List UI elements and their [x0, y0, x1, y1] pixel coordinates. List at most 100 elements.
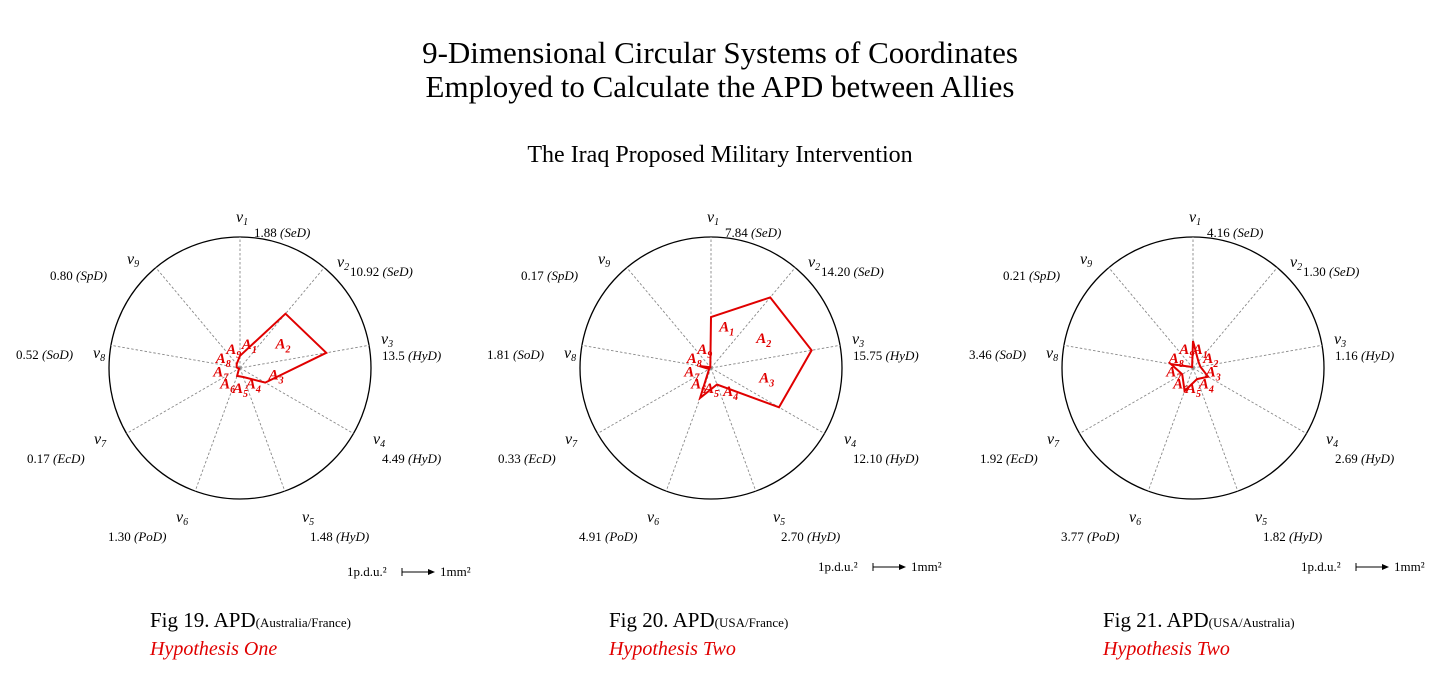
value-label-v4: 12.10 (HyD) [853, 451, 919, 466]
caption-fig-21-sub: (USA/Australia) [1208, 615, 1295, 630]
vertex-label-v6: v6 [1129, 509, 1141, 528]
value-label-v8: 1.81 (SoD) [487, 347, 544, 362]
value-label-v1: 7.84 (SeD) [725, 225, 781, 240]
value-label-v6: 3.77 (PoD) [1061, 529, 1120, 544]
vertex-label-v4: v4 [844, 431, 856, 450]
area-label-a4: A4 [1198, 376, 1214, 395]
axis-line-6 [194, 367, 241, 492]
value-label-v2: 14.20 (SeD) [821, 264, 884, 279]
page-title-line-1: 9-Dimensional Circular Systems of Coordi… [422, 35, 1018, 70]
value-label-v2: 1.30 (SeD) [1303, 264, 1359, 279]
value-label-v6: 4.91 (PoD) [579, 529, 638, 544]
value-label-v9: 0.21 (SpD) [1003, 268, 1060, 283]
scale-left-label: 1p.d.u.² [1301, 559, 1341, 574]
value-label-v4: 2.69 (HyD) [1335, 451, 1394, 466]
area-label-a6: A6 [690, 376, 706, 395]
vertex-label-v1: v1 [707, 209, 719, 228]
value-label-v3: 13.5 (HyD) [382, 348, 441, 363]
area-label-a4: A4 [722, 384, 738, 403]
area-label-a1: A1 [1192, 342, 1208, 361]
axis-line-3 [1192, 344, 1323, 369]
vertex-label-v6: v6 [176, 509, 188, 528]
value-label-v8: 3.46 (SoD) [969, 347, 1026, 362]
scale-right-label: 1mm² [440, 564, 471, 579]
value-label-v9: 0.17 (SpD) [521, 268, 578, 283]
vertex-label-v3: v3 [852, 331, 864, 350]
vertex-label-v3: v3 [381, 331, 393, 350]
scale-arrow-head [1382, 564, 1389, 570]
hypothesis-fig-21: Hypothesis Two [1103, 638, 1230, 660]
value-label-v3: 15.75 (HyD) [853, 348, 919, 363]
vertex-label-v5: v5 [773, 509, 785, 528]
area-label-a5: A5 [232, 381, 248, 400]
value-label-v7: 1.92 (EcD) [980, 451, 1038, 466]
vertex-label-v9: v9 [1080, 251, 1092, 270]
apd-polygon [1167, 340, 1210, 394]
vertex-label-v8: v8 [1046, 345, 1058, 364]
vertex-label-v7: v7 [1047, 431, 1060, 450]
vertex-label-v2: v2 [1290, 254, 1302, 273]
axis-line-3 [239, 344, 370, 369]
axis-line-6 [1147, 367, 1194, 492]
axis-line-9 [155, 267, 241, 369]
axis-line-5 [1192, 367, 1239, 492]
area-label-a8: A8 [1168, 351, 1184, 370]
value-label-v2: 10.92 (SeD) [350, 264, 413, 279]
axis-line-9 [626, 267, 712, 369]
value-label-v1: 4.16 (SeD) [1207, 225, 1263, 240]
page-title-line-2: Employed to Calculate the APD between Al… [425, 69, 1015, 104]
area-label-a2: A2 [1202, 351, 1218, 370]
value-label-v3: 1.16 (HyD) [1335, 348, 1394, 363]
value-label-v6: 1.30 (PoD) [108, 529, 167, 544]
vertex-label-v2: v2 [808, 254, 820, 273]
page-subtitle: The Iraq Proposed Military Intervention [527, 142, 913, 168]
vertex-label-v4: v4 [1326, 431, 1338, 450]
vertex-label-v1: v1 [1189, 209, 1201, 228]
axis-line-6 [665, 367, 712, 492]
vertex-label-v3: v3 [1334, 331, 1346, 350]
vertex-label-v4: v4 [373, 431, 385, 450]
vertex-label-v5: v5 [1255, 509, 1267, 528]
area-label-a5: A5 [703, 381, 719, 400]
scale-arrow-head [428, 569, 435, 575]
axis-line-2 [1192, 267, 1278, 369]
area-label-a9: A9 [225, 342, 241, 361]
axis-line-8 [110, 344, 241, 369]
scale-right-label: 1mm² [911, 559, 942, 574]
area-label-a8: A8 [215, 351, 231, 370]
area-label-a7: A7 [1165, 365, 1182, 384]
axis-line-7 [1079, 367, 1194, 434]
vertex-label-v2: v2 [337, 254, 349, 273]
area-label-a9: A9 [1178, 342, 1194, 361]
value-label-v7: 0.33 (EcD) [498, 451, 556, 466]
value-label-v8: 0.52 (SoD) [16, 347, 73, 362]
caption-fig-19-text: Fig 19. APD [150, 608, 256, 632]
area-label-a5: A5 [1185, 381, 1201, 400]
value-label-v9: 0.80 (SpD) [50, 268, 107, 283]
apd-polygon [698, 296, 813, 409]
vertex-label-v8: v8 [564, 345, 576, 364]
axis-line-8 [1063, 344, 1194, 369]
area-label-a9: A9 [696, 342, 712, 361]
axis-line-4 [239, 367, 354, 434]
axis-line-3 [710, 344, 841, 369]
area-label-a3: A3 [1205, 365, 1221, 384]
scale-right-label: 1mm² [1394, 559, 1425, 574]
value-label-v5: 2.70 (HyD) [781, 529, 840, 544]
vertex-label-v9: v9 [127, 251, 139, 270]
scale-left-label: 1p.d.u.² [347, 564, 387, 579]
hypothesis-fig-19: Hypothesis One [150, 638, 278, 660]
scale-arrow-head [899, 564, 906, 570]
axis-line-5 [239, 367, 286, 492]
area-label-a2: A2 [755, 331, 771, 350]
caption-fig-19: Fig 19. APD(Australia/France) [150, 608, 351, 635]
vertex-label-v1: v1 [236, 209, 248, 228]
area-label-a1: A1 [718, 319, 734, 338]
value-label-v5: 1.82 (HyD) [1263, 529, 1322, 544]
area-label-a2: A2 [275, 336, 291, 355]
axis-line-5 [710, 367, 757, 492]
axis-line-8 [581, 344, 712, 369]
hypothesis-fig-20: Hypothesis Two [609, 638, 736, 660]
